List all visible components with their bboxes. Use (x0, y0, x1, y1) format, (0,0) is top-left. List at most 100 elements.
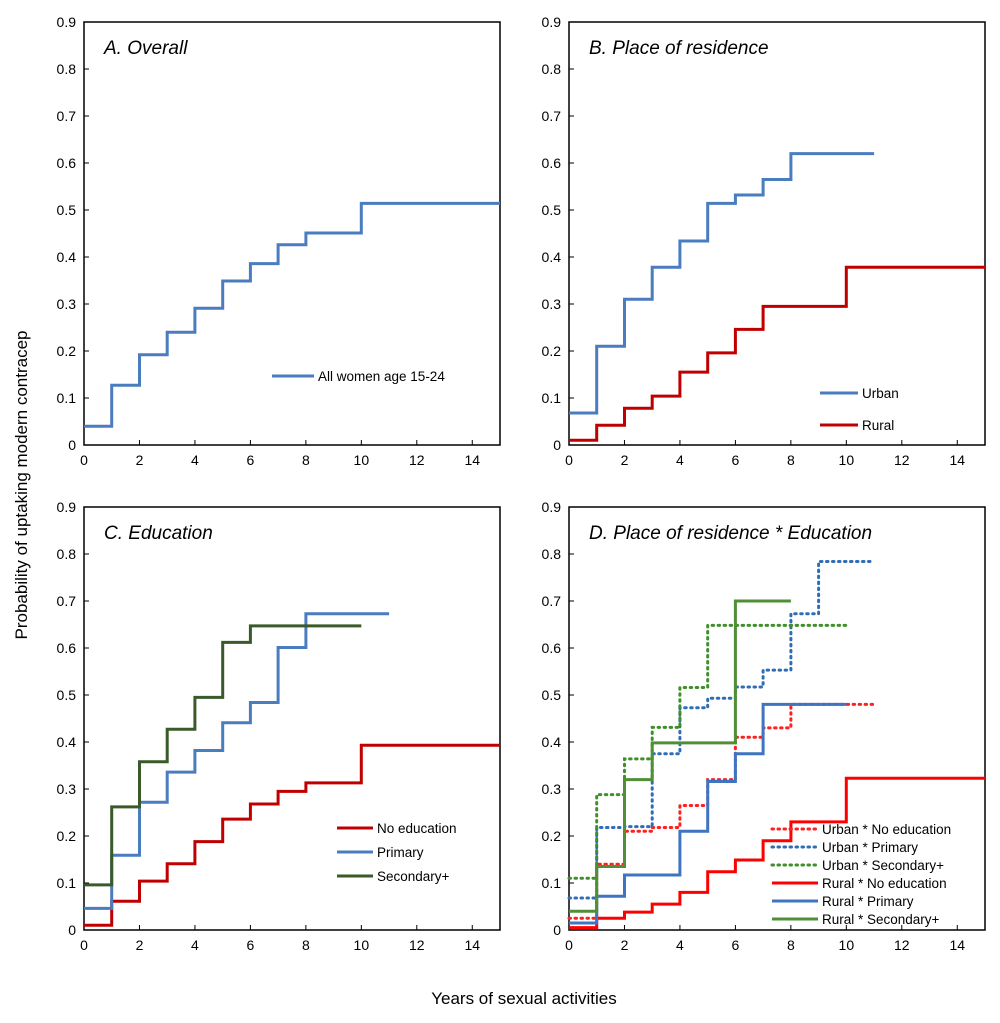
x-tick-label: 2 (621, 452, 629, 468)
legend-label: Rural * Primary (822, 894, 914, 909)
y-tick-label: 0.7 (57, 593, 77, 609)
x-tick-label: 0 (80, 452, 88, 468)
y-tick-label: 0.7 (57, 108, 77, 124)
y-tick-label: 0.4 (542, 734, 562, 750)
y-tick-label: 0.1 (57, 875, 77, 891)
y-tick-label: 0.5 (57, 202, 77, 218)
x-tick-label: 8 (787, 937, 795, 953)
panel-0: 0 0.1 0.2 0.3 0.4 0.5 0.6 0.7 0.8 0.9 0 2 4 6 8 10 12 14 A… (57, 14, 501, 468)
y-tick-label: 0.3 (57, 781, 77, 797)
x-tick-label: 2 (621, 937, 629, 953)
plot-frame (83, 21, 501, 446)
series-line-0 (84, 743, 500, 927)
x-tick-label: 10 (354, 452, 370, 468)
y-tick-label: 0.2 (542, 343, 562, 359)
series-line-0 (84, 201, 500, 428)
y-tick-label: 0 (553, 437, 561, 453)
x-tick-label: 6 (247, 937, 255, 953)
y-tick-label: 0.3 (542, 781, 562, 797)
x-tick-label: 2 (136, 452, 144, 468)
x-tick-label: 10 (839, 937, 855, 953)
legend: Urban Rural (820, 386, 899, 433)
x-tick-label: 14 (949, 452, 965, 468)
series-line-4 (569, 702, 847, 925)
series-line-0 (567, 702, 876, 920)
panels-group: 0 0.1 0.2 0.3 0.4 0.5 0.6 0.7 0.8 0.9 0 2 4 6 8 10 12 14 A… (57, 14, 986, 953)
panel-title: A. Overall (103, 38, 188, 59)
y-tick-label: 0 (553, 922, 561, 938)
y-tick-label: 0 (68, 922, 76, 938)
y-tick-label: 0.6 (57, 640, 77, 656)
y-tick-label: 0.2 (57, 343, 77, 359)
y-tick-label: 0.6 (542, 155, 562, 171)
y-tick-label: 0.3 (57, 296, 77, 312)
y-tick-label: 0.1 (542, 875, 562, 891)
y-tick-label: 0.7 (542, 593, 562, 609)
legend-label: Secondary+ (377, 869, 450, 884)
legend: All women age 15-24 (272, 369, 445, 384)
plot-frame (568, 506, 986, 931)
panel-3: 0 0.1 0.2 0.3 0.4 0.5 0.6 0.7 0.8 0.9 0 2 4 6 8 10 12 14 D… (542, 499, 986, 953)
x-tick-label: 14 (464, 937, 480, 953)
x-tick-label: 8 (302, 937, 310, 953)
y-tick-label: 0.2 (57, 828, 77, 844)
y-tick-label: 0.7 (542, 108, 562, 124)
x-tick-label: 12 (409, 937, 425, 953)
x-tick-label: 4 (676, 452, 684, 468)
series-line-1 (84, 612, 390, 910)
legend-label: Urban * No education (822, 822, 951, 837)
x-tick-label: 14 (464, 452, 480, 468)
x-tick-label: 8 (787, 452, 795, 468)
x-tick-label: 12 (894, 452, 910, 468)
x-tick-label: 10 (839, 452, 855, 468)
y-tick-label: 0.5 (542, 202, 562, 218)
series-line-0 (569, 152, 875, 415)
y-tick-label: 0.8 (57, 546, 77, 562)
series-line-5 (569, 599, 791, 913)
y-tick-label: 0.8 (542, 61, 562, 77)
x-tick-label: 6 (732, 937, 740, 953)
x-axis-label: Years of sexual activities (431, 989, 617, 1008)
x-tick-label: 6 (732, 452, 740, 468)
x-tick-label: 0 (565, 937, 573, 953)
legend-label: All women age 15-24 (318, 369, 445, 384)
legend-label: Rural * No education (822, 876, 947, 891)
legend-label: Urban * Primary (822, 840, 918, 855)
y-axis-label: Probability of uptaking modern contracep (12, 330, 31, 639)
y-tick-label: 0.1 (57, 390, 77, 406)
legend-label: No education (377, 821, 457, 836)
y-tick-label: 0.8 (542, 546, 562, 562)
series-line-1 (569, 265, 985, 442)
legend-label: Urban * Secondary+ (822, 858, 944, 873)
y-tick-label: 0.9 (542, 14, 562, 30)
legend: Urban * No education Urban * Primary Urban… (770, 822, 951, 927)
legend-label: Rural * Secondary+ (822, 912, 940, 927)
y-tick-label: 0.1 (542, 390, 562, 406)
y-tick-label: 0.9 (542, 499, 562, 515)
y-tick-label: 0.5 (542, 687, 562, 703)
panel-title: D. Place of residence * Education (589, 523, 872, 544)
y-tick-label: 0.9 (57, 499, 77, 515)
x-tick-label: 8 (302, 452, 310, 468)
x-tick-label: 12 (409, 452, 425, 468)
plot-frame (568, 21, 986, 446)
y-tick-label: 0.4 (57, 249, 77, 265)
legend: No education Primary Secondary+ (337, 821, 457, 884)
panel-title: B. Place of residence (589, 38, 769, 59)
legend-label: Primary (377, 845, 424, 860)
y-tick-label: 0.2 (542, 828, 562, 844)
y-tick-label: 0.6 (542, 640, 562, 656)
x-tick-label: 0 (565, 452, 573, 468)
x-tick-label: 2 (136, 937, 144, 953)
y-tick-label: 0.5 (57, 687, 77, 703)
x-tick-label: 10 (354, 937, 370, 953)
legend-label: Rural (862, 418, 894, 433)
y-tick-label: 0.4 (57, 734, 77, 750)
panel-title: C. Education (104, 523, 213, 544)
panel-1: 0 0.1 0.2 0.3 0.4 0.5 0.6 0.7 0.8 0.9 0 2 4 6 8 10 12 14 B… (542, 14, 986, 468)
series-line-3 (569, 776, 985, 930)
series-line-2 (567, 623, 848, 880)
x-tick-label: 4 (191, 937, 199, 953)
y-tick-label: 0.6 (57, 155, 77, 171)
